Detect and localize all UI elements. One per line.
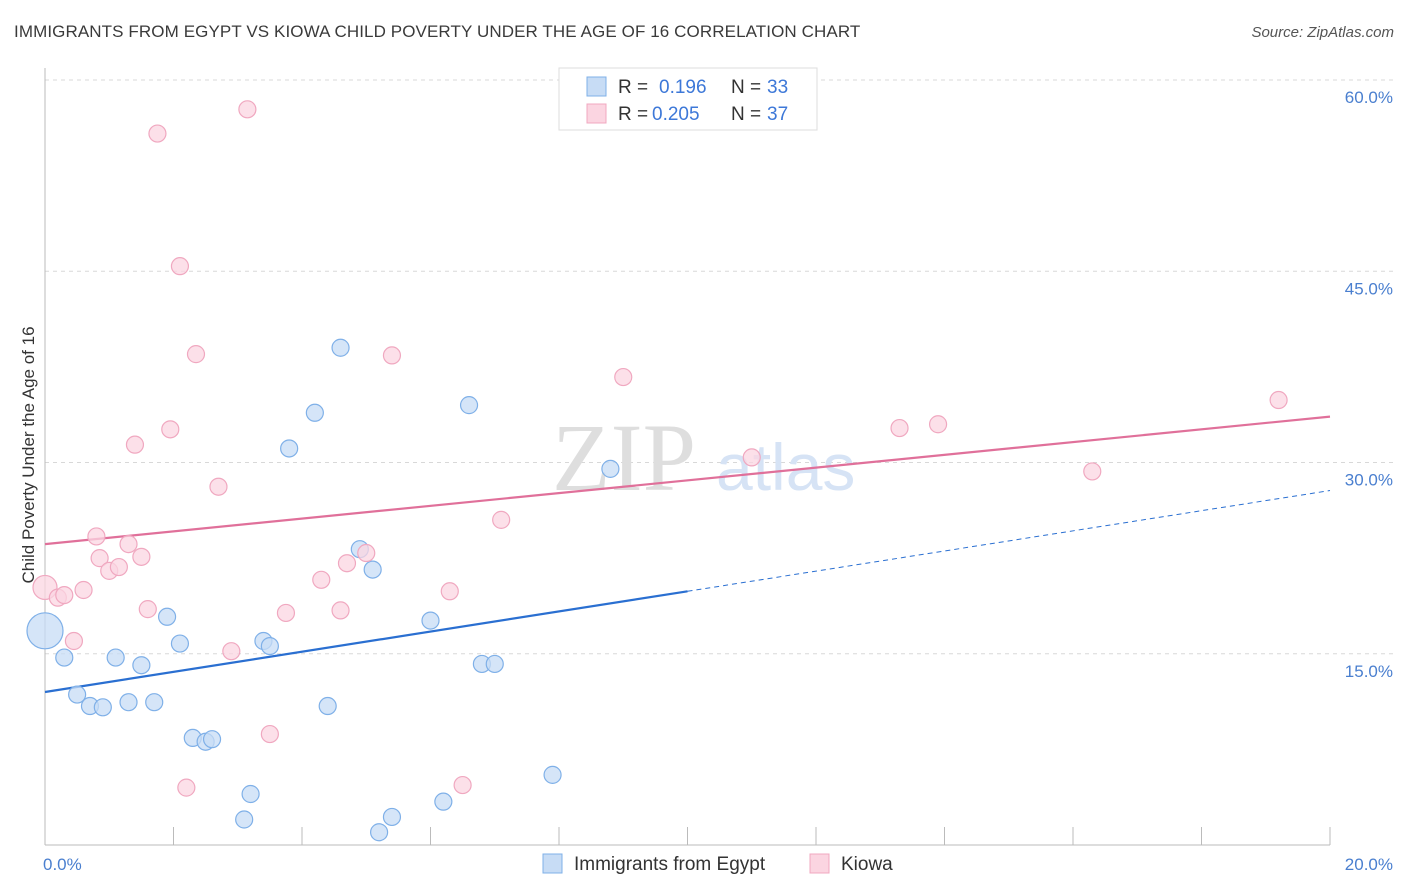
y-axis-label: Child Poverty Under the Age of 16 [19,326,38,583]
chart-title: IMMIGRANTS FROM EGYPT VS KIOWA CHILD POV… [14,22,861,41]
kiowa-point [1269,390,1288,410]
correlation-legend: R = 0.196 N = 33 R = 0.205 N = 37 [558,67,818,131]
kiowa-point [928,415,948,434]
egypt-point [119,693,138,712]
kiowa-point [119,534,138,554]
legend-n-label-kiowa: N = [731,104,761,125]
egypt-point [382,807,402,827]
watermark-atlas: atlas [716,430,855,504]
kiowa-point [238,100,257,119]
kiowa-point [170,257,190,276]
series-legend: Immigrants from Egypt Kiowa [542,853,893,875]
legend-swatch-egypt [586,76,607,97]
trend-line-extension-0 [687,490,1331,592]
kiowa-point [177,778,196,797]
kiowa-point [742,448,761,467]
legend-r-value-kiowa: 0.205 [652,104,700,125]
x-tick-label-1: 20.0% [1345,855,1393,874]
kiowa-point [87,527,106,546]
kiowa-point [890,418,909,438]
kiowa-point [125,435,145,454]
legend-r-label-egypt: R = [618,77,648,98]
kiowa-point [382,346,402,365]
kiowa-point [337,554,357,573]
watermark: ZIP atlas [552,404,855,511]
egypt-point [260,636,279,656]
egypt-point [543,765,562,784]
kiowa-point [1083,462,1102,481]
kiowa-point [132,547,151,566]
egypt-point [318,696,337,716]
legend-n-value-egypt: 33 [767,77,788,98]
egypt-point [485,654,504,674]
kiowa-point [186,345,206,364]
bottom-legend-label-egypt: Immigrants from Egypt [574,854,766,875]
kiowa-point [209,477,228,496]
scatter-points [26,100,1288,842]
egypt-point [202,730,222,749]
egypt-point [93,698,112,717]
kiowa-point [453,775,472,795]
kiowa-point [161,420,180,439]
y-tick-label-3: 60.0% [1345,88,1393,107]
egypt-point [145,693,164,712]
egypt-point [331,338,350,357]
trend-line-0 [44,590,688,694]
axes [44,68,1331,846]
kiowa-point [55,585,74,605]
legend-n-value-kiowa: 37 [767,104,788,125]
kiowa-point [276,603,296,623]
x-tick-label-0: 0.0% [43,855,82,874]
kiowa-point [109,557,128,577]
egypt-point [305,403,324,422]
y-tick-label-0: 15.0% [1345,662,1393,681]
egypt-point [363,560,382,579]
egypt-point [421,611,440,630]
kiowa-point [440,582,459,601]
source-credit: Source: ZipAtlas.com [1251,24,1394,41]
egypt-point [459,396,479,415]
kiowa-point [74,580,93,600]
watermark-zip: ZIP [552,404,696,511]
legend-r-label-kiowa: R = [618,104,648,125]
bottom-legend-swatch-kiowa [809,853,830,874]
legend-n-label-egypt: N = [731,77,761,98]
bottom-legend-swatch-egypt [542,853,563,874]
egypt-point [235,810,254,829]
gridlines [45,79,1393,655]
trend-line-1 [44,415,1331,546]
egypt-point [601,459,620,478]
egypt-point [370,823,389,842]
egypt-point [434,792,453,811]
egypt-point [68,685,87,704]
tick-labels: 15.0% 30.0% 45.0% 60.0% 0.0% 20.0% [43,88,1393,874]
kiowa-point [312,570,331,589]
kiowa-point [138,600,157,619]
kiowa-point [222,642,241,661]
egypt-point [241,784,260,804]
egypt-point [55,648,74,667]
kiowa-point [614,367,633,387]
kiowa-point [492,510,511,529]
egypt-point [170,634,190,653]
kiowa-point [260,724,279,744]
kiowa-point [64,631,84,651]
legend-swatch-kiowa [586,103,607,124]
kiowa-point [331,601,350,620]
trend-lines [44,415,1331,694]
legend-r-value-egypt: 0.196 [659,77,707,98]
kiowa-point [90,549,109,568]
kiowa-point [148,124,167,143]
egypt-point [106,648,125,667]
egypt-point [280,439,299,458]
kiowa-point [357,543,376,563]
bottom-legend-label-kiowa: Kiowa [841,854,893,875]
egypt-point [132,656,151,675]
egypt-point [157,607,177,626]
egypt-point [26,612,64,650]
y-tick-label-1: 30.0% [1345,471,1393,490]
y-tick-label-2: 45.0% [1345,279,1393,298]
